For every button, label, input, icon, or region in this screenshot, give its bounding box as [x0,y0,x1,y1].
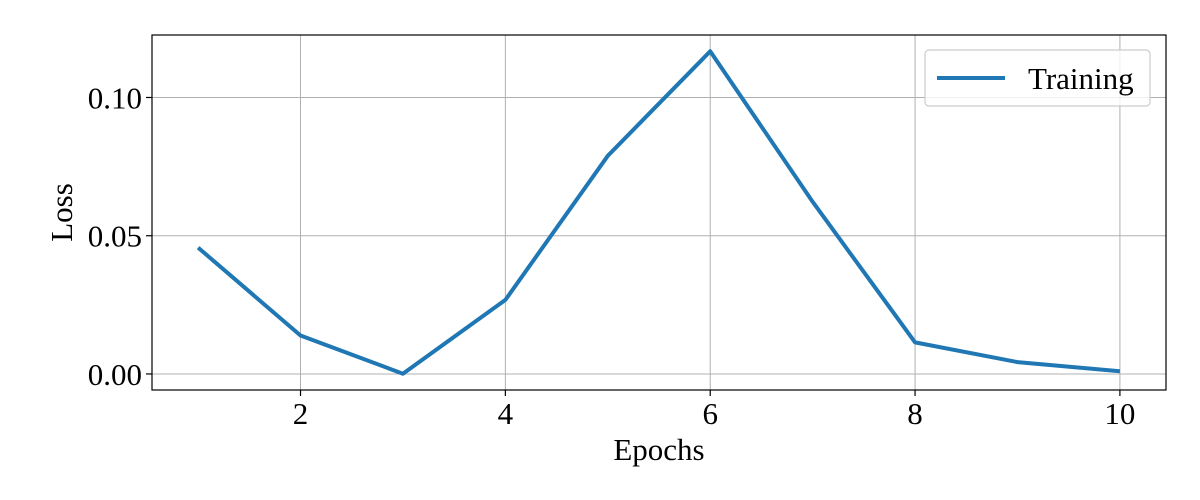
legend: Training [924,49,1151,107]
ticks: 2 4 6 8 10 0.00 0.05 0.10 [88,80,1136,431]
x-tick-label: 4 [498,396,514,431]
x-tick-label: 10 [1104,396,1135,431]
x-tick-label: 6 [702,396,718,431]
y-tick-label: 0.00 [88,357,142,392]
plot-frame [151,34,1167,391]
legend-label-training: Training [1028,61,1134,96]
y-tick-label: 0.10 [88,80,142,115]
x-tick-label: 8 [907,396,923,431]
series-layer [196,49,1121,376]
y-tick-label: 0.05 [88,219,142,254]
x-tick-label: 2 [293,396,309,431]
series-line-training [196,49,1121,376]
x-axis-title: Epochs [613,432,704,467]
y-axis-title: Loss [44,183,79,242]
legend-box [924,49,1151,107]
